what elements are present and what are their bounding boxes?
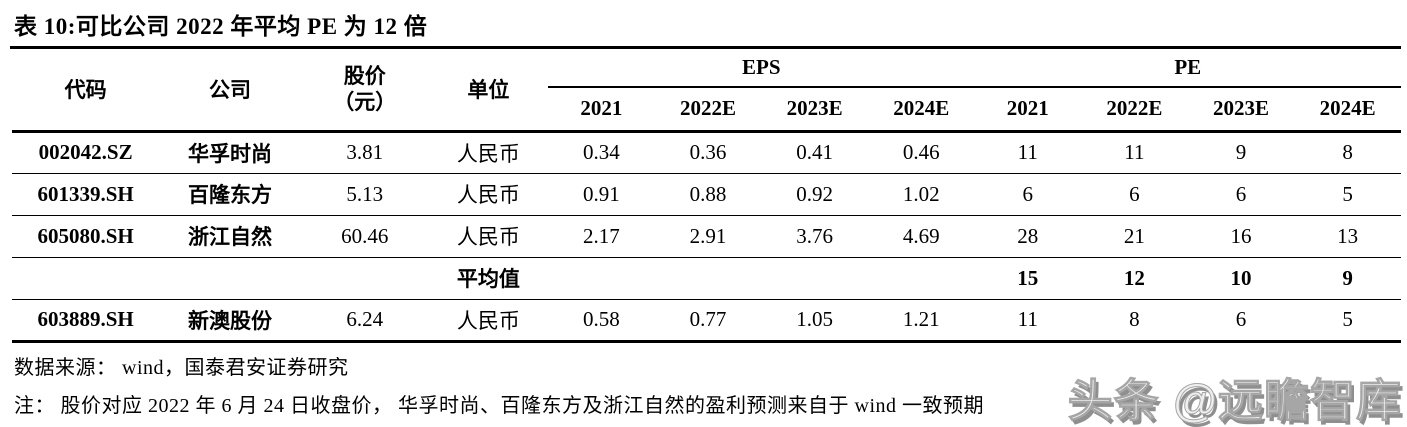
cell-eps-2021: 0.34 xyxy=(548,131,655,174)
cell-price: 6.24 xyxy=(300,299,429,343)
col-header-price: 股价 （元） xyxy=(300,49,429,133)
cell-price-empty xyxy=(300,257,429,300)
cell-avg-pe-2023e: 10 xyxy=(1187,257,1295,300)
price-label-line2: （元） xyxy=(333,90,397,115)
cell-pe-2022e: 11 xyxy=(1081,131,1188,174)
cell-price: 5.13 xyxy=(300,173,429,216)
cell-code: 002042.SZ xyxy=(12,131,160,174)
cell-unit: 人民币 xyxy=(428,131,549,174)
cell-eps-empty xyxy=(548,257,655,300)
cell-eps-2024e: 1.02 xyxy=(867,173,975,216)
cell-eps-2021: 2.17 xyxy=(548,215,655,258)
pe-year-2023e: 2023E xyxy=(1187,87,1295,133)
table-row-xinao: 603889.SH 新澳股份 6.24 人民币 0.58 0.77 1.05 1… xyxy=(12,299,1401,343)
cell-eps-2022e: 0.88 xyxy=(654,173,762,216)
cell-pe-2023e: 6 xyxy=(1187,173,1295,216)
eps-year-2023e: 2023E xyxy=(761,87,868,133)
comparable-companies-table: 代码 公司 股价 （元） 单位 EPS PE 2021 2022E 2023E … xyxy=(12,49,1401,343)
cell-eps-2022e: 2.91 xyxy=(654,215,762,258)
cell-avg-pe-2021: 15 xyxy=(974,257,1082,300)
cell-eps-2023e: 1.05 xyxy=(761,299,868,343)
col-header-unit: 单位 xyxy=(428,49,549,133)
cell-pe-2021: 11 xyxy=(974,131,1082,174)
cell-pe-2021: 11 xyxy=(974,299,1082,343)
cell-eps-2022e: 0.77 xyxy=(654,299,762,343)
price-label-line1: 股价 xyxy=(343,64,386,88)
cell-eps-2023e: 0.92 xyxy=(761,173,868,216)
watermark-toutiao-yuanzhan: 头条 @远瞻智库 xyxy=(1067,375,1402,427)
cell-pe-2024e: 13 xyxy=(1294,215,1401,258)
cell-eps-2021: 0.58 xyxy=(548,299,655,343)
cell-code: 605080.SH xyxy=(12,215,160,258)
pe-year-2021: 2021 xyxy=(974,87,1082,133)
cell-avg-pe-2024e: 9 xyxy=(1294,257,1401,300)
cell-average-label: 平均值 xyxy=(428,257,549,300)
cell-code-empty xyxy=(12,257,160,300)
table-row-huafu: 002042.SZ 华孚时尚 3.81 人民币 0.34 0.36 0.41 0… xyxy=(12,131,1401,174)
table-row-zhejiang: 605080.SH 浙江自然 60.46 人民币 2.17 2.91 3.76 … xyxy=(12,215,1401,258)
table-row-bailong: 601339.SH 百隆东方 5.13 人民币 0.91 0.88 0.92 1… xyxy=(12,173,1401,216)
table-row-average: 平均值 15 12 10 9 xyxy=(12,257,1401,300)
eps-year-2024e: 2024E xyxy=(867,87,975,133)
header-group-row: 代码 公司 股价 （元） 单位 EPS PE xyxy=(12,49,1401,133)
cell-avg-pe-2022e: 12 xyxy=(1081,257,1188,300)
cell-pe-2024e: 8 xyxy=(1294,131,1401,174)
cell-price: 60.46 xyxy=(300,215,429,258)
cell-pe-2022e: 21 xyxy=(1081,215,1188,258)
cell-pe-2023e: 16 xyxy=(1187,215,1295,258)
cell-eps-empty xyxy=(867,257,975,300)
col-header-company: 公司 xyxy=(159,49,301,133)
cell-company-empty xyxy=(159,257,301,300)
cell-code: 603889.SH xyxy=(12,299,160,343)
cell-eps-2023e: 3.76 xyxy=(761,215,868,258)
cell-company: 华孚时尚 xyxy=(159,131,301,174)
cell-pe-2024e: 5 xyxy=(1294,299,1401,343)
pe-year-2022e: 2022E xyxy=(1081,87,1188,133)
cell-price: 3.81 xyxy=(300,131,429,174)
col-group-pe: PE xyxy=(974,49,1401,88)
cell-eps-2024e: 4.69 xyxy=(867,215,975,258)
cell-pe-2021: 6 xyxy=(974,173,1082,216)
cell-eps-empty xyxy=(654,257,762,300)
col-group-eps: EPS xyxy=(548,49,975,88)
cell-code: 601339.SH xyxy=(12,173,160,216)
cell-pe-2023e: 9 xyxy=(1187,131,1295,174)
cell-eps-empty xyxy=(761,257,868,300)
cell-unit: 人民币 xyxy=(428,173,549,216)
cell-eps-2024e: 1.21 xyxy=(867,299,975,343)
footnote-text: 注： 股价对应 2022 年 6 月 24 日收盘价， 华孚时尚、百隆东方及浙江… xyxy=(14,394,984,417)
cell-company: 百隆东方 xyxy=(159,173,301,216)
cell-pe-2024e: 5 xyxy=(1294,173,1401,216)
cell-eps-2021: 0.91 xyxy=(548,173,655,216)
cell-eps-2023e: 0.41 xyxy=(761,131,868,174)
cell-eps-2022e: 0.36 xyxy=(654,131,762,174)
cell-pe-2022e: 8 xyxy=(1081,299,1188,343)
cell-pe-2022e: 6 xyxy=(1081,173,1188,216)
header-years-row: 2021 2022E 2023E 2024E 2021 2022E 2023E … xyxy=(12,87,1401,133)
cell-pe-2021: 28 xyxy=(974,215,1082,258)
eps-year-2021: 2021 xyxy=(548,87,655,133)
table-title: 表 10:可比公司 2022 年平均 PE 为 12 倍 xyxy=(10,0,1401,49)
eps-year-2022e: 2022E xyxy=(654,87,762,133)
cell-unit: 人民币 xyxy=(428,215,549,258)
cell-unit: 人民币 xyxy=(428,299,549,343)
cell-company: 浙江自然 xyxy=(159,215,301,258)
data-source-text: 数据来源： wind，国泰君安证券研究 xyxy=(14,356,349,379)
cell-company: 新澳股份 xyxy=(159,299,301,343)
pe-year-2024e: 2024E xyxy=(1294,87,1401,133)
cell-pe-2023e: 6 xyxy=(1187,299,1295,343)
cell-eps-2024e: 0.46 xyxy=(867,131,975,174)
col-header-code: 代码 xyxy=(12,49,160,133)
